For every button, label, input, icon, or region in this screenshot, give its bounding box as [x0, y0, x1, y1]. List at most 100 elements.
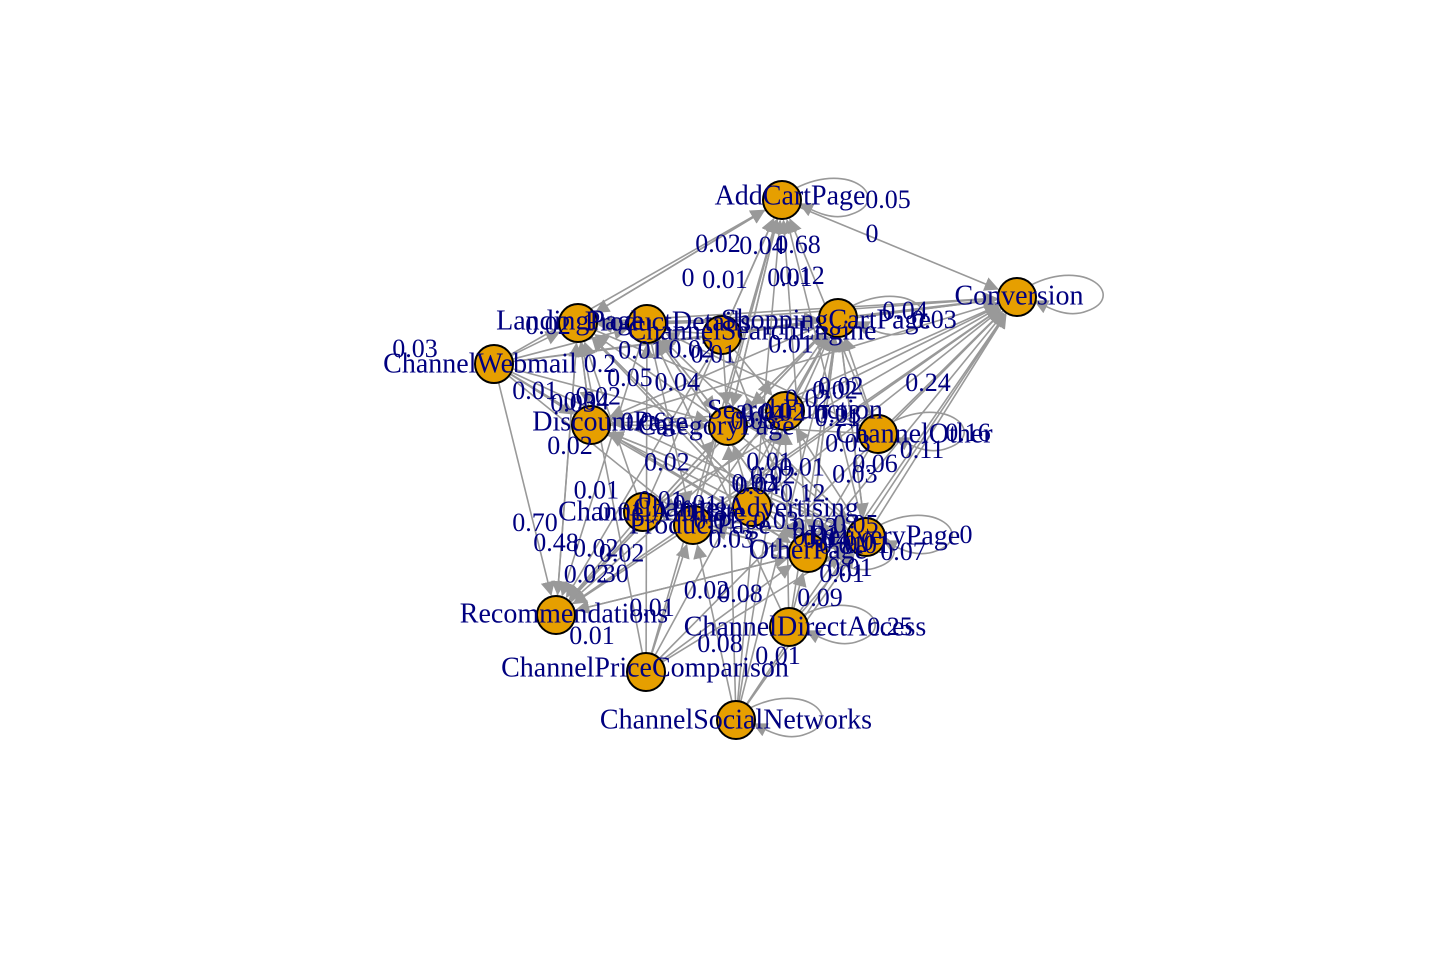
edge-weight-label: 0.02	[525, 311, 571, 340]
edge-ChannelSocialNetworks-to-ShoppingCartPage	[739, 337, 837, 702]
edge-weight-label: 0.01	[629, 593, 675, 622]
edge-DiscountPage-to-CategoryPage	[609, 418, 709, 433]
edge-weight-label: 0.05	[607, 363, 653, 392]
edge-weight-label: 0.01	[618, 336, 664, 365]
node-label-ShoppingCartPage: ShoppingCartPage	[721, 304, 931, 335]
edge-ChannelWebmail-to-LandingPage	[510, 331, 561, 357]
edge-weight-label: 0.48	[533, 528, 579, 557]
edge-ChannelPriceComparison-to-LandingPage	[577, 342, 644, 654]
edge-ChannelAffiliate-to-LandingPage	[582, 341, 638, 495]
edge-OtherPage-to-Conversion	[819, 312, 1005, 539]
edge-ChannelAffiliate-to-AddCartPage	[649, 217, 775, 495]
edge-weight-label: 0.03	[392, 334, 438, 363]
node-label-ProductPage: ProductPage	[629, 509, 771, 540]
node-ChannelAdvertising	[732, 487, 772, 527]
edge-DeliveryPage-to-ProductPage	[712, 520, 848, 537]
node-label-CategoryPage: CategoryPage	[637, 410, 794, 441]
edge-SearchFunction-to-Conversion	[801, 305, 1000, 404]
node-Recommendations	[536, 595, 576, 635]
edge-weight-label: 0.03	[825, 429, 871, 458]
edge-ChannelAdvertising-to-DiscountPage	[608, 433, 736, 500]
edge-weight-label: 0.02	[668, 334, 714, 363]
edge-weight-label: 0	[866, 219, 879, 248]
edge-weight-label: 0.01	[598, 497, 644, 526]
node-DiscountPage	[571, 405, 611, 445]
edge-weight-label: 0.02	[575, 381, 621, 410]
node-label-ChannelSearchEngine: ChannelSearchEngine	[628, 315, 877, 346]
edge-weight-label: 0.03	[708, 525, 754, 554]
edge-weight-label: 0.06	[731, 406, 777, 435]
node-label-OtherPage: OtherPage	[749, 534, 867, 565]
edge-ChannelPriceComparison-to-OtherPage	[660, 564, 793, 662]
loop-DeliveryPage	[879, 514, 953, 555]
edge-ChannelSearchEngine-to-OtherPage	[728, 352, 803, 535]
edge-weight-label: 0.09	[797, 583, 843, 612]
edge-weight-label: 0.01	[702, 265, 748, 294]
node-labels: AddCartPage Conversion LandingPageProductD…	[383, 180, 1083, 735]
edge-weight-label: 0.07	[880, 537, 926, 566]
edge-weight-label: 0.03	[832, 460, 878, 489]
edge-ChannelDirectAccess-to-OtherPage	[792, 571, 807, 609]
edge-weight-label: 0.01	[512, 376, 558, 405]
node-label-ChannelDirectAccess: ChannelDirectAccess	[684, 611, 927, 642]
edge-weight-label: 0.70	[512, 508, 558, 537]
loop-ChannelDirectAccess	[802, 604, 876, 645]
loop-ChannelSocialNetworks	[749, 697, 823, 738]
edge-weight-label: 0.01	[673, 489, 719, 518]
edge-weight-label: 0.01	[755, 641, 801, 670]
edge-weight-label: 0.03	[792, 513, 838, 542]
edge-LandingPage-to-AddCartPage	[593, 210, 766, 314]
edge-weight-label: 0.03	[911, 305, 957, 334]
node-DeliveryPage	[846, 517, 886, 557]
edge-weight-label: 0.06	[621, 407, 667, 436]
edges	[497, 206, 1007, 705]
edge-weight-label: 0.01	[693, 505, 739, 534]
edge-DeliveryPage-to-ShoppingCartPage	[835, 337, 865, 519]
edge-ProductDetails-to-Recommendations	[559, 341, 643, 597]
edge-weight-label: 0.03	[753, 506, 799, 535]
node-label-DeliveryPage: DeliveryPage	[808, 520, 960, 551]
edge-ChannelOther-to-ProductDetails	[664, 332, 862, 427]
edge-ChannelSocialNetworks-to-ProductPage	[693, 544, 733, 702]
edge-weight-label: 0.01	[768, 329, 814, 358]
node-label-ChannelAdvertising: ChannelAdvertising	[633, 492, 859, 523]
node-label-ChannelWebmail: ChannelWebmail	[383, 348, 577, 379]
edge-weight-label: 0.12	[780, 479, 826, 508]
edge-weight-label: 0.01	[827, 553, 873, 582]
node-ProductPage	[673, 505, 713, 545]
edge-weight-label: 0.25	[867, 612, 913, 641]
edge-ChannelWebmail-to-AddCartPage	[510, 209, 766, 356]
edge-weight-label: 0	[682, 263, 695, 292]
edge-weight-label: 0.11	[900, 435, 945, 464]
edge-weight-label: 0.02	[750, 460, 796, 489]
edge-ChannelPriceComparison-to-Conversion	[658, 310, 1004, 660]
edge-DiscountPage-to-Conversion	[608, 299, 999, 421]
edge-weight-label: 0.01	[819, 559, 865, 588]
edge-weight-label: 0.02	[760, 398, 806, 427]
node-label-Recommendations: Recommendations	[460, 598, 668, 629]
edge-Recommendations-to-OtherPage	[574, 554, 789, 612]
edge-weight-label: 0.12	[779, 261, 825, 290]
edge-ChannelWebmail-to-Recommendations	[497, 382, 555, 596]
node-label-ChannelOther: ChannelOther	[835, 418, 993, 449]
edge-weight-label: 0.30	[583, 559, 629, 588]
edge-weight-label: 0.04	[564, 387, 610, 416]
edge-Recommendations-to-LandingPage	[556, 342, 583, 597]
edge-ChannelAdvertising-to-Conversion	[766, 309, 1002, 496]
edge-weight-label: 0.02	[564, 560, 610, 589]
node-ChannelPriceComparison	[626, 652, 666, 692]
node-CategoryPage	[708, 406, 748, 446]
edge-weight-label: 0.02	[644, 447, 690, 476]
edge-ProductPage-to-ShoppingCartPage	[703, 334, 827, 510]
node-LandingPage	[558, 303, 598, 343]
nodes	[474, 180, 1037, 740]
node-label-ChannelPriceComparison: ChannelPriceComparison	[501, 652, 789, 683]
edge-ChannelAdvertising-to-DeliveryPage	[770, 511, 848, 536]
edge-weight-label: 0.03	[550, 389, 596, 418]
edge-ChannelWebmail-to-CategoryPage	[512, 368, 710, 425]
edge-ChannelSearchEngine-to-Recommendations	[565, 350, 713, 599]
loop-AddCartPage	[795, 177, 869, 218]
edge-ChannelSocialNetworks-to-CategoryPage	[721, 445, 737, 702]
edge-weight-label: 0.02	[812, 375, 858, 404]
